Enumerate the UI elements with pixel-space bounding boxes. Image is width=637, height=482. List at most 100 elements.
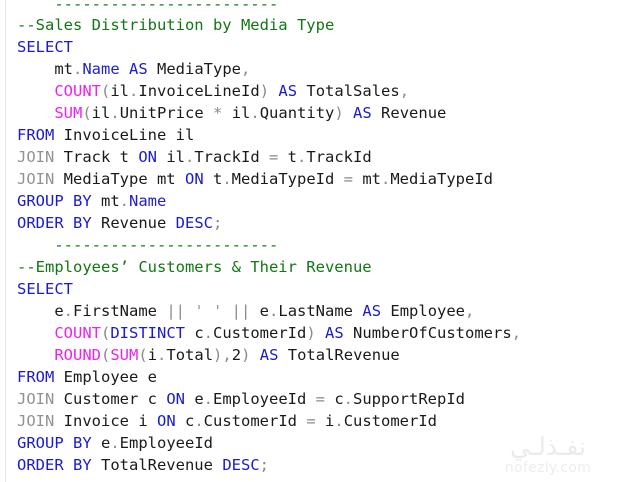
token-plain	[17, 104, 54, 122]
token-punct: ),	[213, 346, 232, 364]
token-plain: InvoiceLineId	[138, 82, 260, 100]
token-punct: .	[129, 82, 139, 100]
token-keyword: ON	[166, 390, 185, 408]
token-plain: Revenue	[91, 214, 176, 232]
token-plain: t	[287, 148, 298, 166]
code-line[interactable]: COUNT(il.InvoiceLineId) AS TotalSales,	[17, 80, 637, 102]
code-line[interactable]: e.FirstName || ' ' || e.LastName AS Empl…	[17, 300, 637, 322]
code-line[interactable]: ORDER BY TotalRevenue DESC;	[17, 454, 637, 476]
token-plain: TrackId	[194, 148, 260, 166]
code-line[interactable]: JOIN Track t ON il.TrackId = t.TrackId	[17, 146, 637, 168]
token-punct: .	[194, 412, 204, 430]
token-keyword: GROUP BY	[17, 434, 92, 452]
token-comment: ------------------------	[54, 236, 279, 254]
token-plain: mt	[91, 192, 120, 210]
token-punct: .	[203, 324, 214, 342]
token-punct: .	[250, 104, 260, 122]
token-plain	[17, 0, 54, 13]
token-plain: NumberOfCustomers	[343, 324, 512, 342]
token-punct: .	[297, 148, 307, 166]
code-line[interactable]: FROM Employee e	[17, 366, 637, 388]
token-keyword: ORDER BY	[17, 214, 92, 232]
token-keyword: FROM	[17, 368, 55, 386]
token-punct: .	[334, 412, 344, 430]
token-keyword: ON	[138, 148, 157, 166]
token-plain	[316, 324, 325, 342]
token-plain: e	[91, 434, 111, 452]
token-keyword: AS	[362, 302, 382, 320]
code-line[interactable]: ------------------------	[17, 234, 637, 256]
token-plain	[17, 236, 54, 254]
token-punct: (	[101, 346, 111, 364]
token-plain: il	[110, 82, 130, 100]
code-line[interactable]: FROM InvoiceLine il	[17, 124, 637, 146]
code-line[interactable]: SUM(il.UnitPrice * il.Quantity) AS Reven…	[17, 102, 637, 124]
token-keyword: AS	[259, 346, 279, 364]
token-punct: =	[334, 170, 363, 188]
token-punct: (	[101, 82, 111, 100]
token-punct: =	[297, 412, 325, 430]
token-plain: i	[325, 412, 335, 430]
code-line[interactable]: --Employees’ Customers & Their Revenue	[17, 256, 637, 278]
token-plain: c	[175, 412, 195, 430]
code-line[interactable]: mt.Name AS MediaType,	[17, 58, 637, 80]
token-string: ' '	[194, 302, 223, 320]
code-line[interactable]: JOIN Customer c ON e.EmployeeId = c.Supp…	[17, 388, 637, 410]
token-keyword: DESC	[175, 214, 213, 232]
token-func: ROUND	[54, 346, 101, 364]
token-punct: ;	[212, 214, 223, 232]
token-plain: c	[334, 390, 344, 408]
token-plain: il	[231, 104, 251, 122]
token-punct: ,	[399, 82, 410, 100]
code-line[interactable]: JOIN Invoice i ON c.CustomerId = i.Custo…	[17, 410, 637, 432]
token-punct: ,	[241, 60, 251, 78]
token-punct: (	[101, 324, 111, 342]
token-punct: .	[110, 434, 120, 452]
token-plain: Customer c	[54, 390, 167, 408]
token-punct: .	[269, 302, 279, 320]
code-line[interactable]: ORDER BY Revenue DESC;	[17, 212, 637, 234]
token-column: Name	[129, 192, 167, 210]
token-plain	[17, 346, 54, 364]
token-comment: --Employees’ Customers & Their Revenue	[17, 258, 372, 276]
token-plain: e	[259, 302, 270, 320]
token-punct: )	[334, 104, 344, 122]
code-line[interactable]: COUNT(DISTINCT c.CustomerId) AS NumberOf…	[17, 322, 637, 344]
token-plain: il	[91, 104, 111, 122]
token-plain: TotalRevenue	[278, 346, 400, 364]
token-plain: Quantity	[259, 104, 335, 122]
code-line[interactable]: SELECT	[17, 36, 637, 58]
code-line[interactable]: ROUND(SUM(i.Total),2) AS TotalRevenue	[17, 344, 637, 366]
token-plain	[17, 82, 54, 100]
code-line[interactable]: JOIN MediaType mt ON t.MediaTypeId = mt.…	[17, 168, 637, 190]
code-line[interactable]: --Sales Distribution by Media Type	[17, 14, 637, 36]
token-func: COUNT	[54, 82, 101, 100]
token-number: 2	[231, 346, 242, 364]
token-plain	[17, 324, 54, 342]
token-plain: mt	[362, 170, 381, 188]
token-punct: ||	[157, 302, 195, 320]
token-punct: )	[241, 346, 251, 364]
token-plain: EmployeeId	[213, 390, 307, 408]
code-line[interactable]: ------------------------	[17, 0, 637, 14]
token-join: JOIN	[17, 170, 55, 188]
token-plain: MediaType mt	[54, 170, 185, 188]
token-punct: *	[203, 104, 232, 122]
token-plain: c	[185, 324, 204, 342]
token-keyword: AS	[129, 60, 148, 78]
token-plain: UnitPrice	[119, 104, 204, 122]
code-line[interactable]: GROUP BY mt.Name	[17, 190, 637, 212]
gutter-divider	[5, 0, 6, 482]
code-line[interactable]: SELECT	[17, 278, 637, 300]
token-comment: ------------------------	[54, 0, 279, 13]
token-plain: i	[147, 346, 158, 364]
token-plain: CustomerId	[343, 412, 438, 430]
token-keyword: DISTINCT	[110, 324, 185, 342]
token-keyword: ON	[156, 412, 176, 430]
code-line[interactable]: GROUP BY e.EmployeeId	[17, 432, 637, 454]
token-plain: MediaTypeId	[390, 170, 493, 188]
token-plain: e	[17, 302, 64, 320]
token-keyword: AS	[325, 324, 344, 342]
